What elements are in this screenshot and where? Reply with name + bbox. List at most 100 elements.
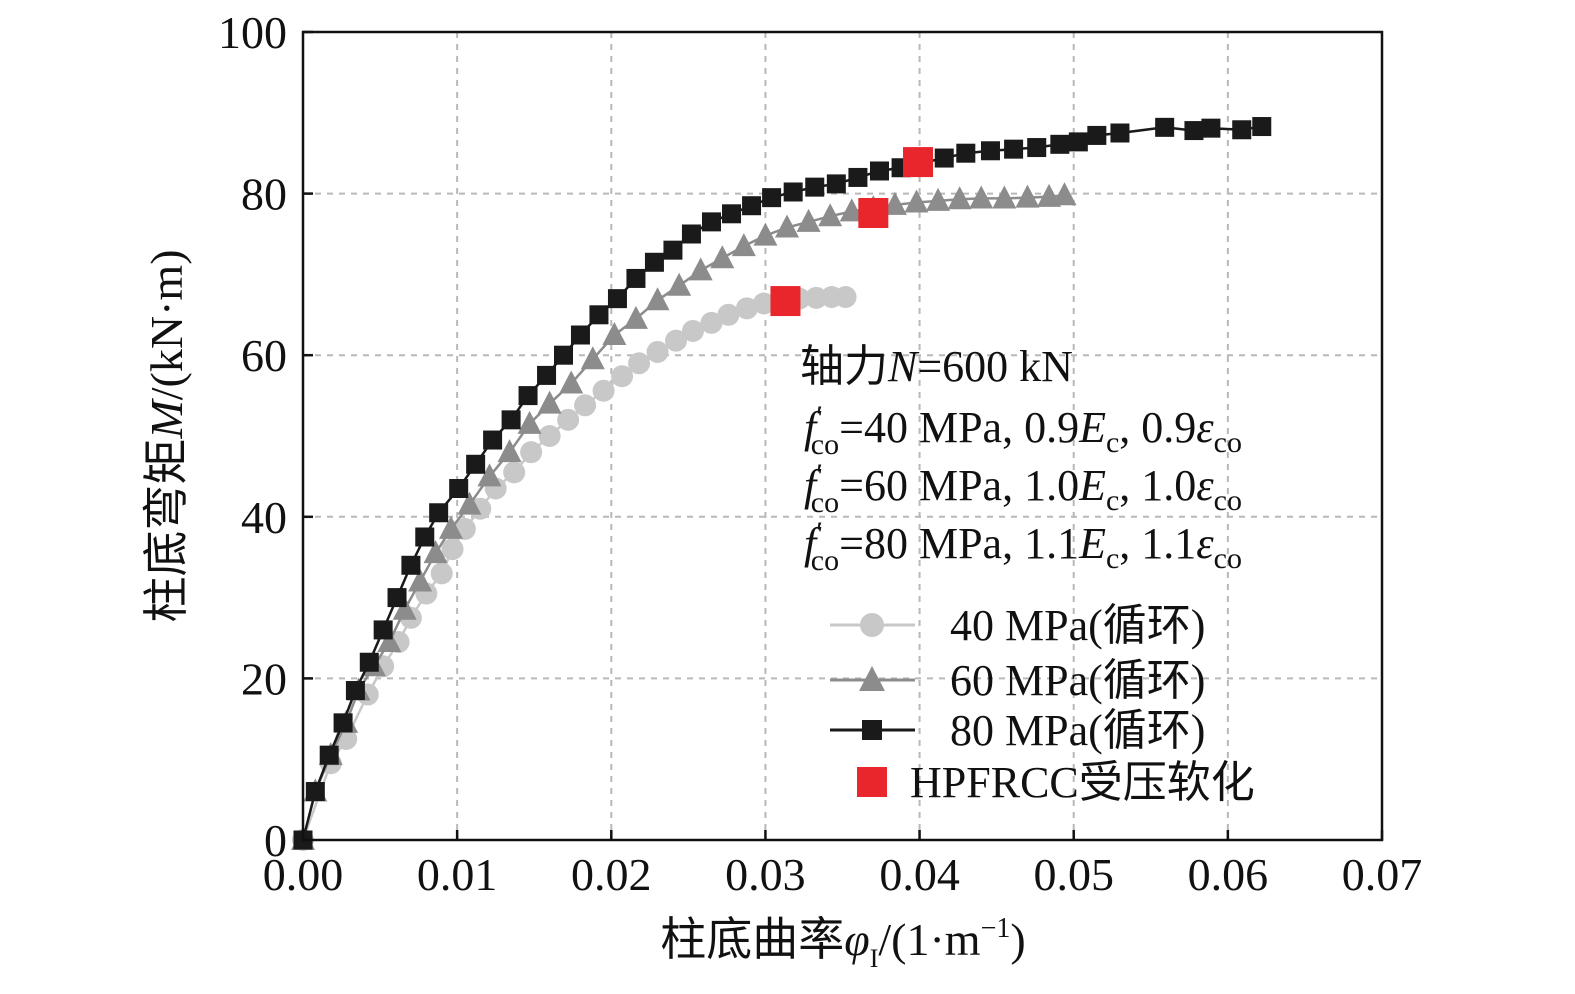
- data-point: [483, 430, 503, 450]
- data-point: [559, 370, 584, 394]
- data-point: [466, 454, 486, 474]
- data-point: [645, 287, 670, 311]
- data-point: [580, 346, 605, 370]
- data-point: [626, 268, 646, 288]
- x-tick-label: 0.02: [571, 849, 652, 900]
- data-point: [783, 182, 803, 202]
- data-point: [869, 161, 889, 181]
- y-tick-label: 40: [241, 492, 287, 543]
- data-point: [805, 177, 825, 197]
- data-point: [1087, 125, 1107, 145]
- data-point: [947, 186, 972, 210]
- legend-marker-triangle: [859, 666, 885, 691]
- data-point: [429, 503, 449, 523]
- data-point: [387, 588, 407, 608]
- data-point: [1155, 117, 1175, 137]
- data-point: [520, 441, 543, 464]
- data-point: [423, 540, 448, 564]
- data-point: [592, 379, 615, 402]
- data-point: [518, 386, 538, 406]
- legend: 40 MPa(循环) 60 MPa(循环) 80 MPa(循环) HPFRCC受…: [830, 601, 1255, 807]
- data-point: [441, 538, 464, 561]
- y-tick-label: 60: [241, 330, 287, 381]
- data-point: [681, 319, 704, 342]
- legend-label-40: 40 MPa(循环): [950, 601, 1205, 650]
- data-point: [904, 189, 929, 213]
- data-point: [392, 596, 417, 620]
- data-point: [826, 174, 846, 194]
- data-point: [839, 198, 864, 222]
- data-point: [1232, 120, 1252, 140]
- x-tick-label: 0.03: [725, 849, 806, 900]
- data-point: [882, 191, 907, 215]
- data-point: [762, 188, 782, 208]
- x-tick-label: 0.07: [1342, 849, 1423, 900]
- data-point: [980, 141, 1000, 161]
- material-note-60: f′ co=60 MPa, 1.0Ec, 1.0εco: [804, 458, 1242, 519]
- data-point: [401, 555, 421, 575]
- data-point: [602, 322, 627, 345]
- data-point: [926, 187, 951, 211]
- data-point: [373, 620, 393, 640]
- material-note-80: f′ co=80 MPa, 1.1Ec, 1.1εco: [804, 516, 1242, 577]
- y-axis-label: 柱底弯矩M/(kN·m): [141, 249, 192, 622]
- data-point: [722, 204, 742, 224]
- data-point: [1068, 132, 1088, 152]
- data-point: [589, 305, 609, 325]
- data-point: [752, 292, 775, 315]
- data-point: [1052, 182, 1077, 206]
- axial-force-note: 轴力N=600 kN: [800, 342, 1073, 391]
- data-point: [710, 245, 735, 269]
- data-point: [430, 562, 453, 585]
- data-point: [537, 365, 557, 385]
- data-point: [1184, 121, 1204, 141]
- data-point: [1201, 118, 1221, 138]
- data-point: [501, 410, 521, 430]
- data-point: [333, 713, 353, 733]
- data-point: [503, 461, 526, 484]
- data-point: [408, 568, 433, 592]
- data-point: [818, 203, 843, 227]
- annotation-block: 轴力N=600 kN f′ co=40 MPa, 0.9Ec, 0.9εco f′…: [800, 342, 1242, 577]
- data-point: [415, 527, 435, 547]
- legend-item-60: 60 MPa(循环): [830, 656, 1205, 705]
- y-tick-label: 0: [264, 815, 287, 866]
- data-point: [644, 252, 664, 272]
- legend-item-40: 40 MPa(循环): [830, 601, 1205, 650]
- softening-points: [770, 147, 934, 317]
- data-point: [537, 390, 562, 414]
- series-0: [292, 286, 857, 851]
- softening-point: [858, 197, 889, 228]
- data-point: [345, 681, 365, 701]
- data-point: [775, 214, 800, 238]
- data-point: [969, 185, 994, 209]
- legend-label-60: 60 MPa(循环): [950, 656, 1205, 705]
- data-point: [992, 185, 1017, 209]
- data-point: [731, 233, 756, 257]
- material-note-40: f′ co=40 MPa, 0.9Ec, 0.9εco: [804, 400, 1242, 461]
- data-point: [497, 439, 522, 463]
- legend-marker-softening: [857, 767, 887, 797]
- data-point: [1027, 138, 1047, 158]
- data-point: [665, 329, 688, 352]
- data-point: [449, 479, 469, 499]
- y-tick-label: 100: [218, 7, 287, 58]
- data-point: [628, 352, 651, 375]
- data-point: [1015, 184, 1040, 208]
- data-point: [359, 652, 379, 672]
- data-point: [681, 224, 701, 244]
- data-point: [796, 208, 821, 232]
- data-point: [646, 340, 669, 363]
- data-point: [305, 782, 325, 802]
- data-point: [477, 463, 502, 487]
- data-point: [1004, 139, 1024, 159]
- data-point: [834, 286, 857, 309]
- x-tick-label: 0.01: [417, 849, 498, 900]
- x-tick-label: 0.04: [879, 849, 960, 900]
- data-point: [554, 345, 574, 365]
- data-point: [1110, 123, 1130, 143]
- data-point: [934, 148, 954, 168]
- series-1: [291, 182, 1077, 850]
- data-point: [1050, 134, 1070, 154]
